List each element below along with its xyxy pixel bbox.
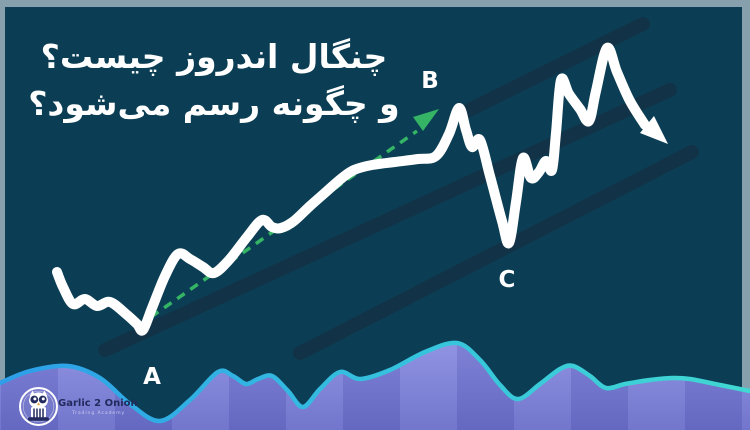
logo-name: Garlic 2 Onion bbox=[58, 398, 138, 409]
logo-tagline: Trading Academy bbox=[71, 410, 125, 416]
pitchfork-upper-line bbox=[458, 17, 650, 119]
pitchfork-lines bbox=[98, 17, 699, 360]
price-line bbox=[52, 42, 650, 336]
title-line-2: و چگونه رسم می‌شود؟ bbox=[28, 84, 400, 124]
price-arrowhead-icon bbox=[640, 116, 668, 144]
title-line-1: چنگال اندروز چیست؟ bbox=[40, 37, 388, 76]
point-label-a: A bbox=[143, 364, 161, 390]
pitchfork-median-line bbox=[98, 83, 677, 357]
trend-arrowhead-icon bbox=[413, 109, 439, 131]
logo: Garlic 2 Onion Trading Academy bbox=[19, 387, 138, 426]
title: چنگال اندروز چیست؟ و چگونه رسم می‌شود؟ bbox=[18, 33, 410, 127]
point-label-b: B bbox=[421, 68, 439, 94]
volume-column bbox=[0, 342, 1, 430]
owl-emblem-icon bbox=[19, 387, 58, 426]
pitchfork-lower-line bbox=[293, 145, 699, 360]
price-curve bbox=[52, 42, 668, 336]
point-label-c: C bbox=[499, 267, 516, 293]
wave-edge-line bbox=[0, 340, 750, 424]
